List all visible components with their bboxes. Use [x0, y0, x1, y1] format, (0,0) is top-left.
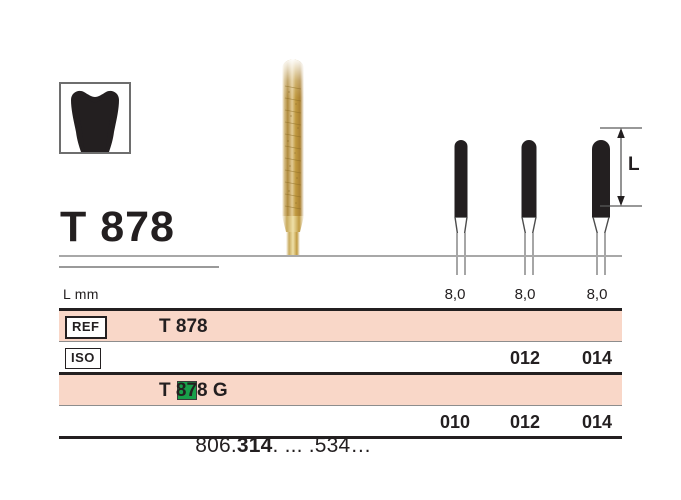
- iso-code-middle: . ... .: [272, 434, 315, 457]
- table-row[interactable]: 806.314. ... .534… 010 012 014: [59, 406, 622, 457]
- size-cell-1: 012: [509, 348, 541, 368]
- bur-silhouette-010: [444, 140, 478, 275]
- green-coarseness-chip: [177, 381, 197, 400]
- page-title: T 878: [60, 203, 175, 251]
- table-rule-bottom: [59, 436, 622, 439]
- length-value-2: 8,0: [586, 286, 608, 303]
- size-cell-0: 010: [439, 412, 471, 432]
- table-rule-2: [59, 372, 622, 375]
- specification-table: L mm 8,0 8,0 8,0 REF T 878 ISO 806.314. …: [59, 283, 622, 457]
- illustration-baseline: [59, 255, 622, 257]
- table-row[interactable]: REF T 878: [59, 311, 622, 341]
- table-rule-3: [59, 405, 622, 406]
- table-header-row: L mm 8,0 8,0 8,0: [59, 283, 622, 308]
- size-cell-1: 012: [509, 412, 541, 432]
- title-underline: [59, 266, 219, 268]
- iso-tag: ISO: [65, 348, 101, 370]
- table-row[interactable]: ISO 806.314. ... .524… 012 014: [59, 342, 622, 393]
- ref-tag: REF: [65, 316, 107, 340]
- row-iso-code: 806.314. ... .534…: [159, 410, 372, 482]
- bur-silhouette-014: [584, 140, 618, 275]
- bur-neck-icon: [592, 216, 610, 235]
- length-dimension-arrow: [600, 127, 642, 207]
- iso-code-bold: 314: [236, 434, 273, 457]
- iso-code-suffix: 534…: [314, 434, 372, 457]
- size-cell-2: 014: [581, 412, 613, 432]
- table-row[interactable]: T 878 G: [59, 375, 622, 405]
- molar-tooth-preparation-icon: [61, 84, 129, 152]
- table-rule-top: [59, 308, 622, 311]
- bur-neck-icon: [521, 216, 537, 235]
- bur-neck-icon: [454, 216, 468, 235]
- bur-silhouette-012: [512, 140, 546, 275]
- tooth-indication-icon-box: [59, 82, 131, 154]
- size-cell-2: 014: [581, 348, 613, 368]
- length-value-0: 8,0: [444, 286, 466, 303]
- gold-diamond-bur-magnified: [282, 59, 304, 256]
- table-rule-1: [59, 341, 622, 342]
- illustration-area: L: [59, 59, 642, 275]
- iso-code-prefix: 806.: [195, 434, 237, 457]
- row-product-name: T 878: [159, 316, 208, 337]
- length-dimension-label: L: [628, 154, 640, 175]
- length-unit-header: L mm: [63, 286, 99, 302]
- row-product-name: T 878 G: [159, 380, 228, 401]
- length-value-1: 8,0: [514, 286, 536, 303]
